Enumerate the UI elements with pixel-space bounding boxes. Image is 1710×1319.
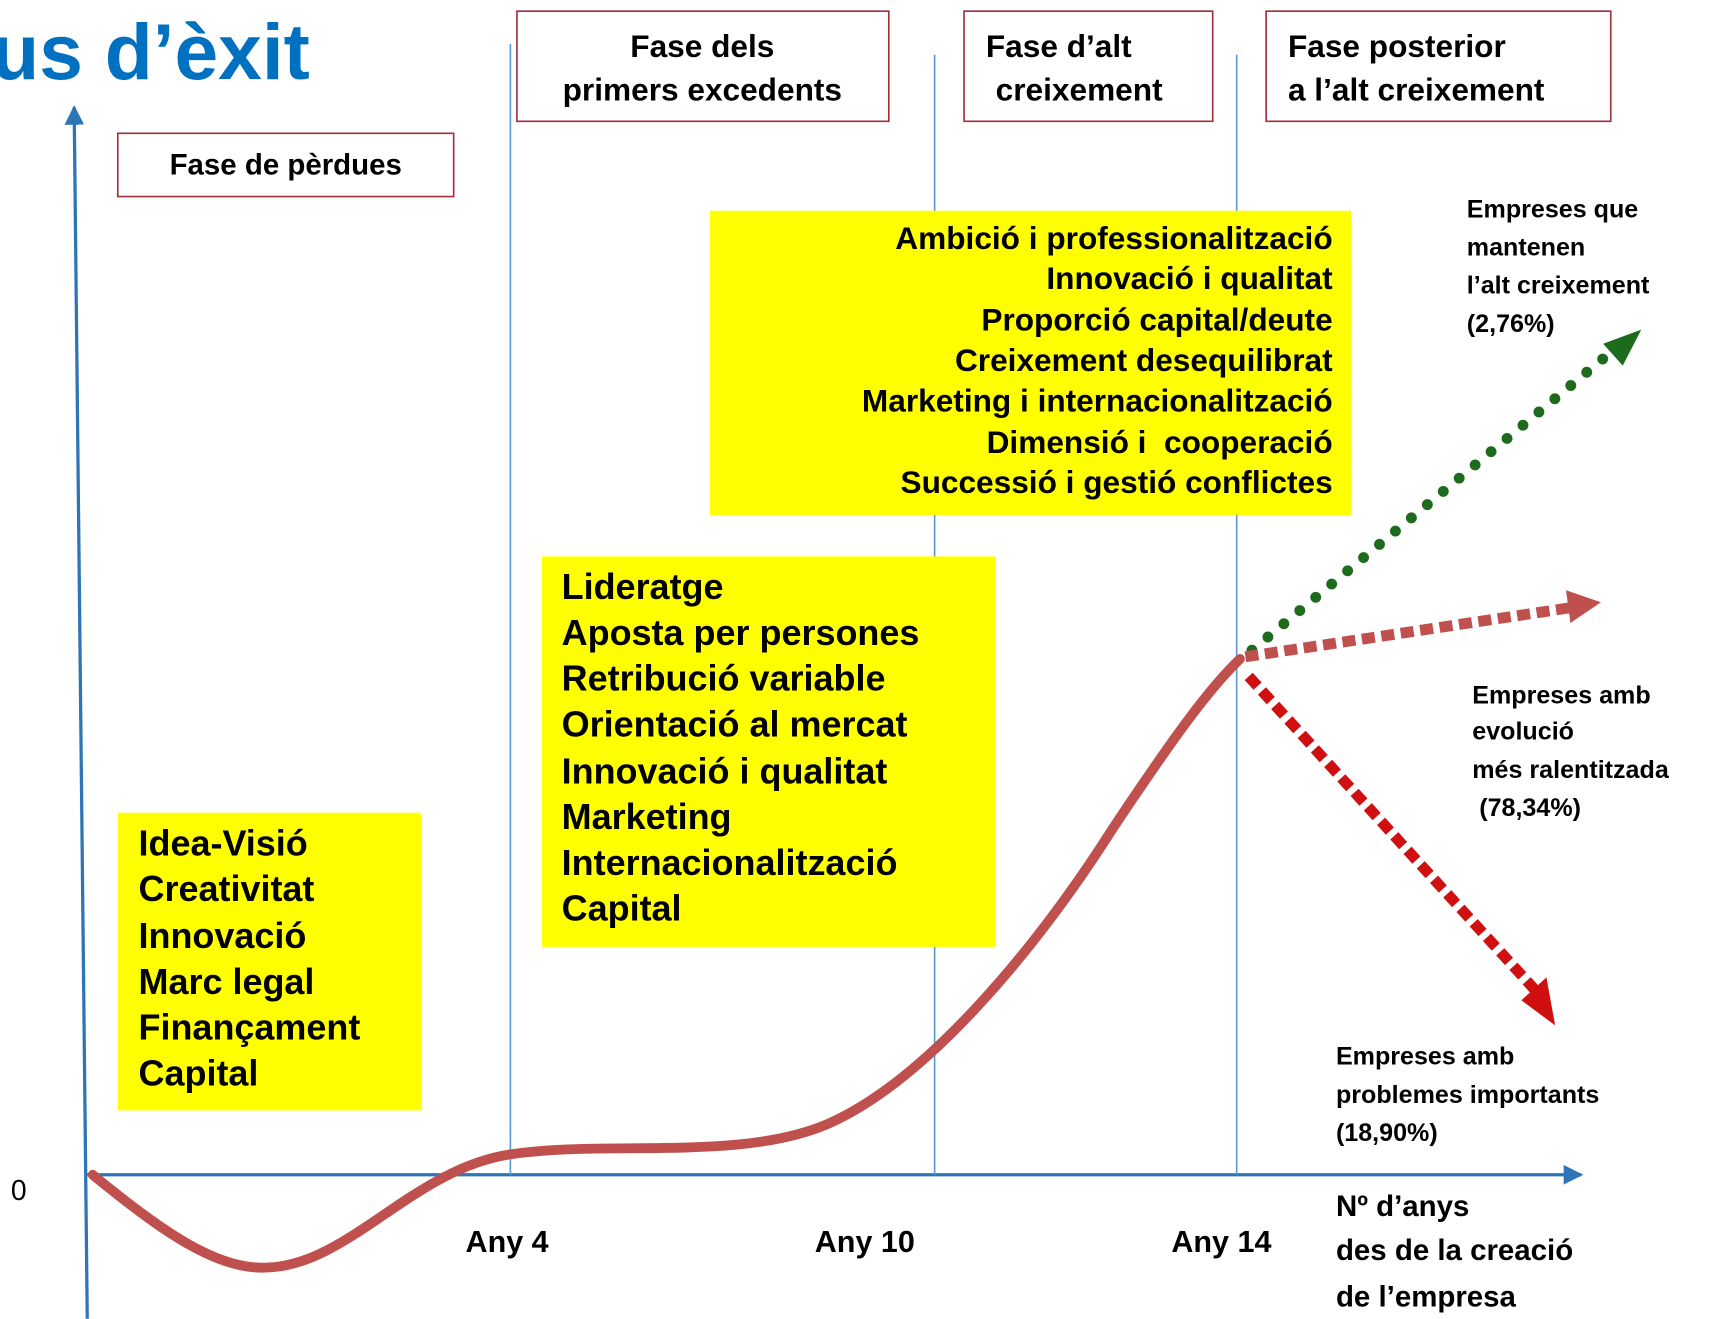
arrow-head xyxy=(1603,329,1642,366)
x-axis-label: Nº d’anys xyxy=(1336,1190,1469,1223)
phase-label: Fase de pèrdues xyxy=(170,149,402,182)
arrow-head xyxy=(1521,977,1556,1026)
x-tick-label: Any 10 xyxy=(815,1225,915,1259)
y-axis xyxy=(64,105,89,1319)
phase-label: Fase posterior xyxy=(1288,28,1506,64)
outcome-label: (18,90%) xyxy=(1336,1119,1438,1147)
factor: Innovació i qualitat xyxy=(562,750,888,791)
x-tick-label: Any 14 xyxy=(1171,1225,1271,1259)
factor: Lideratge xyxy=(562,566,724,607)
factor: Marc legal xyxy=(139,961,315,1002)
outcome-label: Empreses que xyxy=(1467,195,1638,223)
factor: Finançament xyxy=(139,1007,361,1048)
phase-label: Fase d’alt xyxy=(986,28,1132,64)
outcome-arrow xyxy=(1244,602,1572,663)
x-axis-label: de l’empresa xyxy=(1336,1281,1517,1314)
outcome-label: (78,34%) xyxy=(1472,794,1581,822)
phase-box xyxy=(1265,10,1612,123)
growth-curve xyxy=(87,654,1245,1273)
outcome-arrow xyxy=(1244,672,1540,995)
factor: Successió i gestió conflictes xyxy=(901,464,1333,500)
phase-label: a l’alt creixement xyxy=(1288,72,1545,108)
factor: Capital xyxy=(562,888,682,929)
factor: Creativitat xyxy=(139,868,315,909)
title: us d’èxit xyxy=(0,8,310,96)
outcome-arrow xyxy=(1246,345,1618,656)
outcome-label: mantenen xyxy=(1467,233,1585,261)
origin-label: 0 xyxy=(11,1175,27,1207)
outcome-label: evolució xyxy=(1472,718,1574,746)
factor-box xyxy=(117,812,421,1111)
factor: Proporció capital/deute xyxy=(981,302,1332,338)
factor-box xyxy=(709,210,1352,516)
factor: Capital xyxy=(139,1052,259,1093)
factor: Retribució variable xyxy=(562,658,886,699)
factor: Marketing i internacionalització xyxy=(862,382,1333,418)
arrow-head xyxy=(1566,590,1601,623)
phase-box xyxy=(963,10,1214,123)
phase-box xyxy=(516,10,890,123)
phase-label: Fase dels xyxy=(630,28,774,64)
outcome-label: Empreses amb xyxy=(1472,682,1650,710)
factor: Dimensió i cooperació xyxy=(987,424,1333,460)
factor: Internacionalització xyxy=(562,842,898,883)
factor-box xyxy=(542,556,996,947)
phase-box xyxy=(116,132,455,198)
factor: Idea-Visió xyxy=(139,822,308,863)
outcome-label: més ralentitzada xyxy=(1472,756,1670,784)
factor: Creixement desequilibrat xyxy=(955,342,1333,378)
x-axis-label: des de la creació xyxy=(1336,1234,1573,1267)
factor: Innovació i qualitat xyxy=(1046,260,1333,296)
factor: Orientació al mercat xyxy=(562,703,908,744)
outcome-label: (2,76%) xyxy=(1467,310,1555,338)
factor: Aposta per persones xyxy=(562,612,920,653)
phase-label: creixement xyxy=(996,72,1163,108)
phase-label: primers excedents xyxy=(563,72,842,108)
factor: Ambició i professionalització xyxy=(895,220,1332,256)
x-tick-label: Any 4 xyxy=(466,1225,549,1259)
factor: Innovació xyxy=(139,915,307,956)
outcome-label: l’alt creixement xyxy=(1467,272,1650,300)
factor: Marketing xyxy=(562,796,732,837)
outcome-label: Empreses amb xyxy=(1336,1043,1514,1071)
outcome-label: problemes importants xyxy=(1336,1081,1599,1109)
